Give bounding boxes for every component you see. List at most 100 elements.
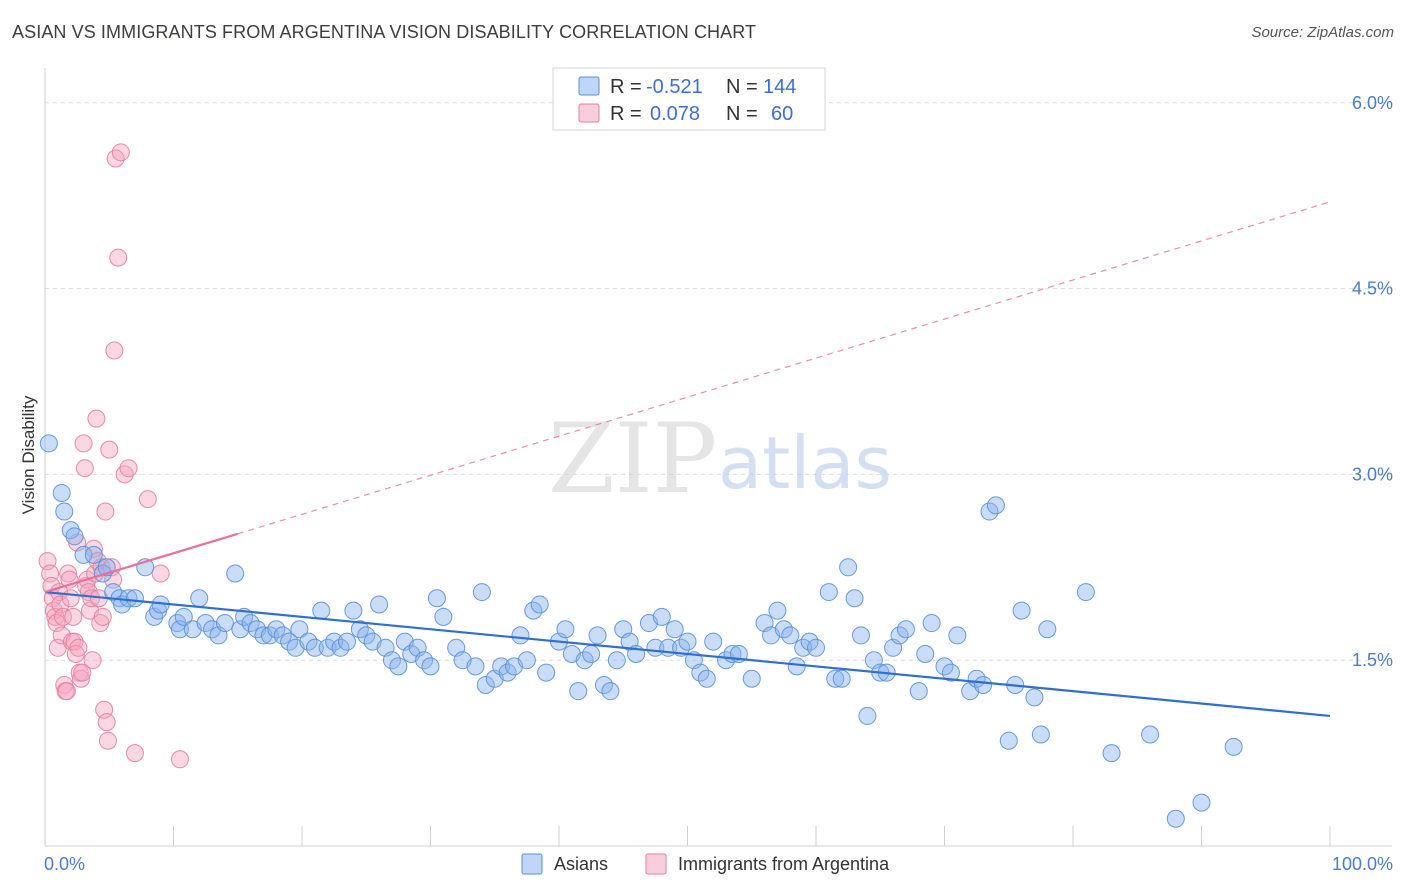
asians-point-90	[652, 607, 671, 626]
argentina-point-52	[109, 248, 128, 267]
correlation-legend: R = -0.521 N = 144 R = 0.078 N = 60	[552, 67, 826, 131]
argentina-point-34	[83, 651, 102, 670]
asians-point-105	[768, 601, 787, 620]
argentina-point-50	[105, 341, 124, 360]
asians-point-81	[588, 626, 607, 645]
asians-point-144	[1141, 725, 1160, 744]
asians-point-20	[174, 607, 193, 626]
argentina-point-44	[96, 502, 115, 521]
asians-point-129	[941, 663, 960, 682]
legend-r-label-asians: R =	[610, 76, 642, 98]
asians-point-146	[1192, 793, 1211, 812]
watermark-zip: ZIP	[548, 403, 717, 515]
asians-point-80	[582, 645, 601, 663]
legend-n-label-argentina: N =	[726, 103, 758, 125]
asians-point-127	[922, 614, 941, 633]
asians-point-142	[1076, 583, 1095, 602]
asians-point-70	[511, 626, 530, 645]
asians-point-50	[370, 595, 389, 614]
axes	[44, 68, 1392, 847]
argentina-point-27	[74, 434, 93, 453]
asians-point-94	[678, 632, 697, 651]
chart-title: ASIAN VS IMMIGRANTS FROM ARGENTINA VISIO…	[12, 22, 757, 42]
x-tick-label-1: 100.0%	[1332, 854, 1393, 874]
x-tick-labels: 0.0% 100.0%	[44, 854, 1393, 874]
asians-point-14	[125, 589, 144, 608]
legend-n-label-asians: N =	[726, 76, 758, 98]
y-axis-label: Vision Disability	[19, 395, 38, 514]
argentina-point-15	[59, 564, 78, 583]
asians-point-108	[787, 657, 806, 676]
trend-line-asians	[44, 590, 1331, 718]
asians-point-84	[607, 651, 626, 670]
asians-point-46	[344, 601, 363, 620]
asians-point-53	[389, 657, 408, 676]
legend-n-value-asians: 144	[763, 76, 796, 98]
argentina-point-14	[57, 682, 76, 701]
asians-point-41	[312, 601, 331, 620]
y-tick-label-3: 6.0%	[1352, 93, 1393, 113]
argentina-point-17	[61, 589, 80, 608]
argentina-point-53	[111, 143, 130, 162]
legend-r-value-argentina: 0.078	[650, 103, 700, 125]
asians-point-112	[819, 583, 838, 602]
argentina-point-23	[69, 638, 88, 657]
asians-point-133	[974, 675, 993, 694]
asians-point-113	[826, 669, 845, 688]
asians-point-60	[434, 607, 453, 626]
series-asians-points	[39, 434, 1243, 828]
asians-point-2	[55, 502, 74, 521]
watermark: ZIP atlas	[548, 403, 892, 515]
trend-line-argentina-extended	[237, 201, 1331, 535]
asians-point-135	[986, 496, 1005, 515]
asians-point-140	[1031, 725, 1050, 744]
asians-point-74	[537, 663, 556, 682]
y-tick-label-2: 4.5%	[1352, 279, 1393, 299]
bottom-legend-label-asians: Asians	[554, 854, 608, 874]
x-tick-label-0: 0.0%	[44, 854, 85, 874]
asians-point-38	[290, 620, 309, 639]
asians-point-5	[74, 545, 93, 564]
asians-point-130	[948, 626, 967, 645]
asians-point-117	[851, 626, 870, 645]
legend-r-value-asians: -0.521	[646, 76, 703, 98]
asians-point-4	[65, 527, 84, 546]
argentina-point-58	[151, 564, 170, 583]
bottom-legend-swatch-asians	[521, 853, 543, 875]
argentina-point-57	[138, 490, 157, 509]
asians-point-115	[839, 558, 858, 577]
legend-swatch-argentina	[578, 103, 600, 123]
argentina-point-11	[53, 607, 72, 626]
asians-point-71	[517, 651, 536, 670]
grid-lines	[45, 102, 1392, 661]
asians-point-22	[190, 589, 209, 608]
asians-point-76	[556, 620, 575, 639]
argentina-point-46	[98, 731, 117, 750]
asians-point-118	[858, 706, 877, 725]
asians-point-65	[476, 675, 495, 694]
bottom-legend-label-argentina: Immigrants from Argentina	[678, 854, 890, 874]
asians-point-126	[916, 645, 935, 663]
argentina-point-55	[119, 459, 138, 478]
asians-point-0	[39, 434, 58, 453]
asians-point-63	[466, 657, 485, 676]
trend-line-argentina	[44, 532, 239, 594]
asians-point-1	[52, 483, 71, 502]
asians-point-40	[305, 638, 324, 657]
asians-point-6	[84, 545, 103, 564]
argentina-point-47	[100, 440, 119, 459]
argentina-point-25	[71, 669, 90, 688]
asians-point-114	[832, 669, 851, 688]
watermark-atlas: atlas	[718, 421, 892, 505]
y-tick-label-0: 1.5%	[1352, 650, 1393, 670]
source-label: Source: ZipAtlas.com	[1251, 24, 1394, 41]
asians-point-26	[215, 614, 234, 633]
legend-swatch-asians	[578, 76, 600, 96]
asians-point-92	[665, 620, 684, 639]
asians-point-97	[697, 669, 716, 688]
asians-point-107	[781, 626, 800, 645]
argentina-point-37	[87, 409, 106, 428]
asians-point-143	[1102, 744, 1121, 763]
asians-point-145	[1166, 809, 1185, 828]
asians-point-111	[807, 638, 825, 657]
